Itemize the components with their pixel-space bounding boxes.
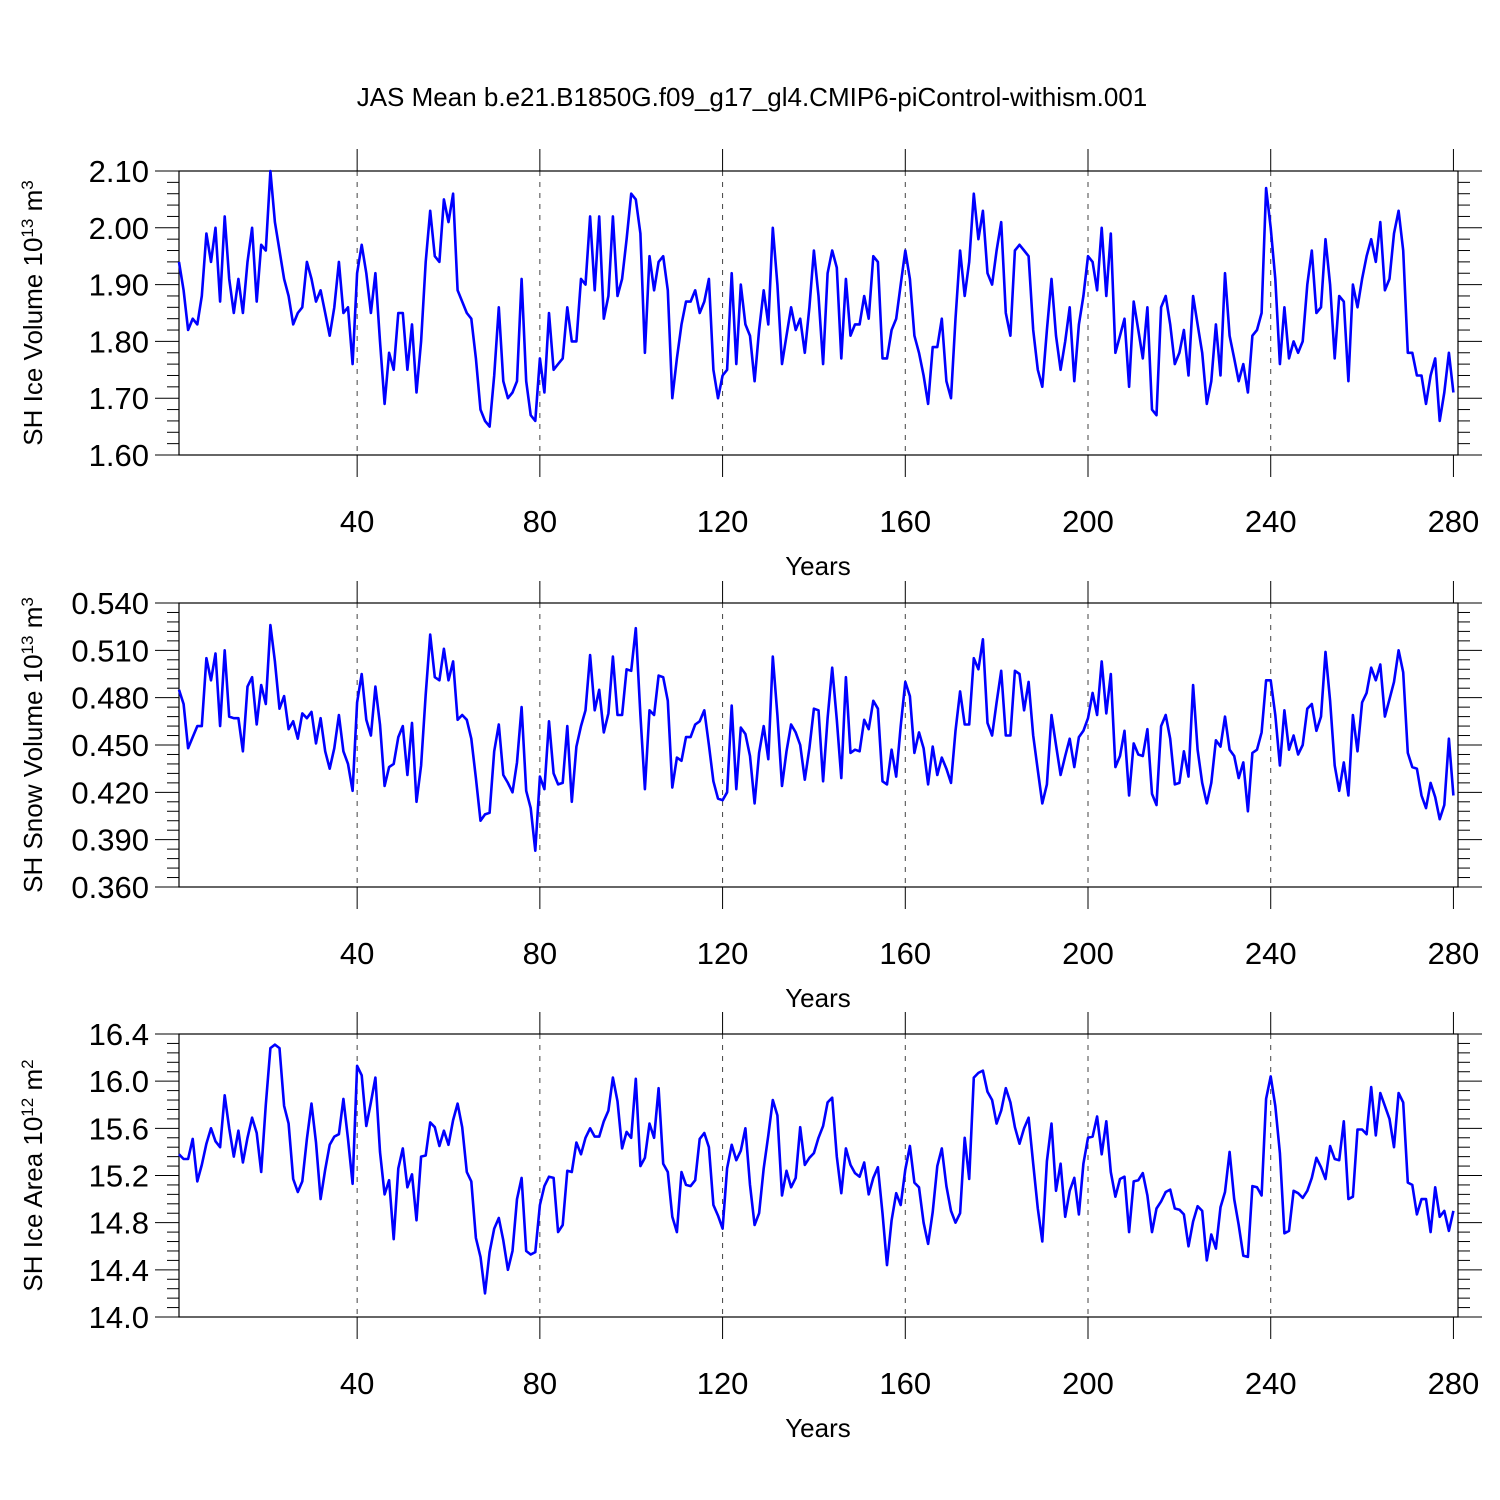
y-tick-label: 15.6 [89,1111,149,1146]
chart-panel-1: 1.60 1.70 1.80 1.90 2.00 2.10 40 80 120 160 200 240… [18,149,1482,581]
x-tick-label: 240 [1245,936,1297,971]
y-tick-label: 14.8 [89,1206,149,1241]
y-tick-label: 0.540 [71,586,149,621]
x-tick-label: 40 [340,936,374,971]
x-tick-label: 240 [1245,504,1297,539]
y-tick-label: 16.4 [89,1017,149,1052]
x-axis-label: Years [785,983,851,1013]
x-tick-label: 240 [1245,1366,1297,1401]
x-tick-label: 200 [1062,936,1114,971]
x-axis-label: Years [785,1413,851,1443]
plot-frame [178,602,1459,888]
x-tick-label: 280 [1428,1366,1480,1401]
x-tick-label: 80 [523,1366,557,1401]
y-tick-label: 0.420 [71,775,149,810]
chart-panel-2: 0.360 0.390 0.420 0.450 0.480 0.510 0.540 40 80 1… [18,581,1482,1013]
y-tick-label: 1.60 [89,438,149,473]
plot-frame [178,1033,1459,1318]
series-line [177,169,1455,428]
y-tick-label: 2.00 [89,211,149,246]
y-tick-label: 15.2 [89,1159,149,1194]
y-tick-label: 0.450 [71,728,149,763]
x-tick-label: 80 [523,504,557,539]
x-tick-label: 120 [697,936,749,971]
y-tick-label: 0.480 [71,681,149,716]
x-axis-label: Years [785,551,851,581]
y-tick-label: 0.510 [71,633,149,668]
y-tick-label: 14.4 [89,1253,149,1288]
y-axis-label: SH Ice Area 1012 m2 [18,1059,49,1291]
plot-frame [178,170,1459,456]
x-tick-label: 160 [879,504,931,539]
y-tick-label: 16.0 [89,1064,149,1099]
x-tick-label: 120 [697,1366,749,1401]
x-tick-label: 40 [340,1366,374,1401]
chart-panel-3: 14.0 14.4 14.8 15.2 15.6 16.0 16.4 40 80 120 160 20… [18,1012,1482,1443]
x-tick-label: 200 [1062,504,1114,539]
y-tick-label: 1.70 [89,381,149,416]
x-tick-label: 200 [1062,1366,1114,1401]
x-tick-label: 40 [340,504,374,539]
main-title: JAS Mean b.e21.B1850G.f09_g17_gl4.CMIP6-… [357,82,1148,112]
y-tick-label: 2.10 [89,154,149,189]
x-tick-label: 120 [697,504,749,539]
x-tick-label: 160 [879,1366,931,1401]
y-axis-label: SH Ice Volume 1013 m3 [18,180,49,445]
series-line [177,623,1455,853]
y-axis-label: SH Snow Volume 1013 m3 [18,597,49,893]
x-tick-label: 280 [1428,504,1480,539]
y-tick-label: 1.90 [89,268,149,303]
y-tick-label: 1.80 [89,324,149,359]
series-line [178,1043,1455,1295]
y-tick-label: 14.0 [89,1300,149,1335]
y-tick-label: 0.390 [71,823,149,858]
x-tick-label: 80 [523,936,557,971]
x-tick-label: 160 [879,936,931,971]
y-tick-label: 0.360 [71,870,149,905]
x-tick-label: 280 [1428,936,1480,971]
